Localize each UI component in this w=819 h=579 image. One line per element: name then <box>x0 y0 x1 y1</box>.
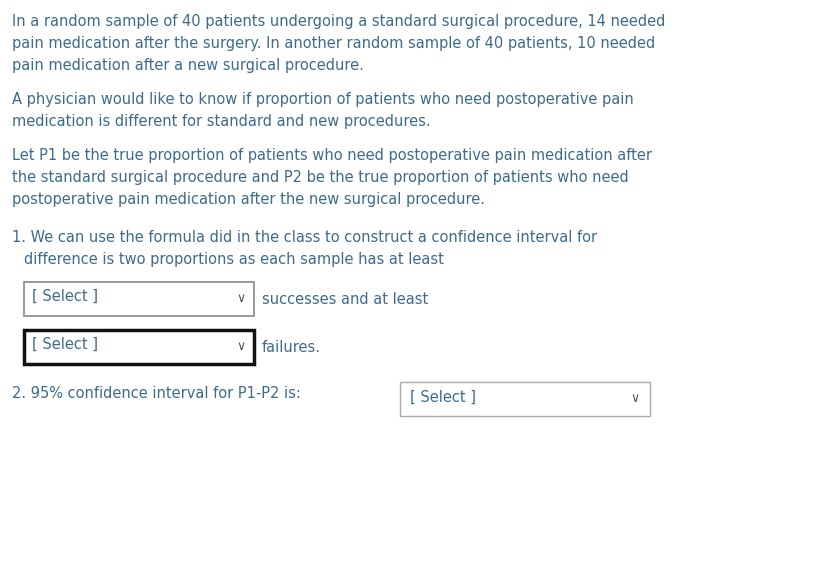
Text: In a random sample of 40 patients undergoing a standard surgical procedure, 14 n: In a random sample of 40 patients underg… <box>12 14 664 29</box>
Text: [ Select ]: [ Select ] <box>410 390 475 405</box>
Text: pain medication after a new surgical procedure.: pain medication after a new surgical pro… <box>12 58 364 73</box>
Text: Let P1 be the true proportion of patients who need postoperative pain medication: Let P1 be the true proportion of patient… <box>12 148 651 163</box>
FancyBboxPatch shape <box>24 282 254 316</box>
Text: difference is two proportions as each sample has at least: difference is two proportions as each sa… <box>24 252 443 267</box>
Text: [ Select ]: [ Select ] <box>32 337 98 352</box>
FancyBboxPatch shape <box>400 382 649 416</box>
Text: [ Select ]: [ Select ] <box>32 289 98 304</box>
Text: A physician would like to know if proportion of patients who need postoperative : A physician would like to know if propor… <box>12 92 633 107</box>
Text: failures.: failures. <box>262 339 320 354</box>
Text: ∨: ∨ <box>237 340 246 354</box>
Text: ∨: ∨ <box>630 393 639 405</box>
Text: pain medication after the surgery. In another random sample of 40 patients, 10 n: pain medication after the surgery. In an… <box>12 36 654 51</box>
Text: successes and at least: successes and at least <box>262 291 428 306</box>
Text: 2. 95% confidence interval for P1-P2 is:: 2. 95% confidence interval for P1-P2 is: <box>12 386 301 401</box>
Text: the standard surgical procedure and P2 be the true proportion of patients who ne: the standard surgical procedure and P2 b… <box>12 170 628 185</box>
Text: medication is different for standard and new procedures.: medication is different for standard and… <box>12 114 430 129</box>
Text: postoperative pain medication after the new surgical procedure.: postoperative pain medication after the … <box>12 192 484 207</box>
Text: ∨: ∨ <box>237 292 246 306</box>
Text: 1. We can use the formula did in the class to construct a confidence interval fo: 1. We can use the formula did in the cla… <box>12 230 596 245</box>
FancyBboxPatch shape <box>24 330 254 364</box>
